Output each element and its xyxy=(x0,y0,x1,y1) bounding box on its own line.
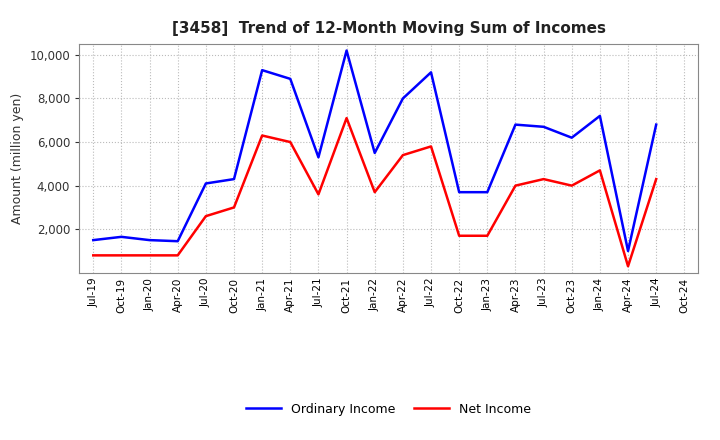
Net Income xyxy=(511,183,520,188)
Net Income xyxy=(174,253,182,258)
Net Income xyxy=(145,253,154,258)
Ordinary Income xyxy=(567,135,576,140)
Ordinary Income xyxy=(370,150,379,156)
Ordinary Income xyxy=(455,190,464,195)
Ordinary Income xyxy=(427,70,436,75)
Ordinary Income xyxy=(286,76,294,81)
Ordinary Income xyxy=(230,176,238,182)
Net Income xyxy=(539,176,548,182)
Net Income xyxy=(455,233,464,238)
Net Income xyxy=(567,183,576,188)
Ordinary Income xyxy=(145,238,154,243)
Ordinary Income xyxy=(595,113,604,118)
Ordinary Income xyxy=(624,248,632,253)
Net Income xyxy=(427,144,436,149)
Net Income xyxy=(624,264,632,269)
Ordinary Income xyxy=(174,238,182,244)
Net Income xyxy=(483,233,492,238)
Net Income xyxy=(117,253,126,258)
Ordinary Income xyxy=(202,181,210,186)
Ordinary Income xyxy=(652,122,660,127)
Ordinary Income xyxy=(89,238,98,243)
Y-axis label: Amount (million yen): Amount (million yen) xyxy=(11,93,24,224)
Net Income xyxy=(399,153,408,158)
Line: Net Income: Net Income xyxy=(94,118,656,266)
Net Income xyxy=(286,139,294,145)
Legend: Ordinary Income, Net Income: Ordinary Income, Net Income xyxy=(241,398,536,421)
Ordinary Income xyxy=(117,234,126,239)
Ordinary Income xyxy=(399,96,408,101)
Net Income xyxy=(652,176,660,182)
Net Income xyxy=(230,205,238,210)
Ordinary Income xyxy=(539,124,548,129)
Line: Ordinary Income: Ordinary Income xyxy=(94,51,656,251)
Net Income xyxy=(595,168,604,173)
Ordinary Income xyxy=(314,155,323,160)
Net Income xyxy=(370,190,379,195)
Net Income xyxy=(258,133,266,138)
Title: [3458]  Trend of 12-Month Moving Sum of Incomes: [3458] Trend of 12-Month Moving Sum of I… xyxy=(172,21,606,36)
Net Income xyxy=(314,192,323,197)
Net Income xyxy=(342,115,351,121)
Ordinary Income xyxy=(258,67,266,73)
Ordinary Income xyxy=(342,48,351,53)
Ordinary Income xyxy=(511,122,520,127)
Net Income xyxy=(202,213,210,219)
Net Income xyxy=(89,253,98,258)
Ordinary Income xyxy=(483,190,492,195)
